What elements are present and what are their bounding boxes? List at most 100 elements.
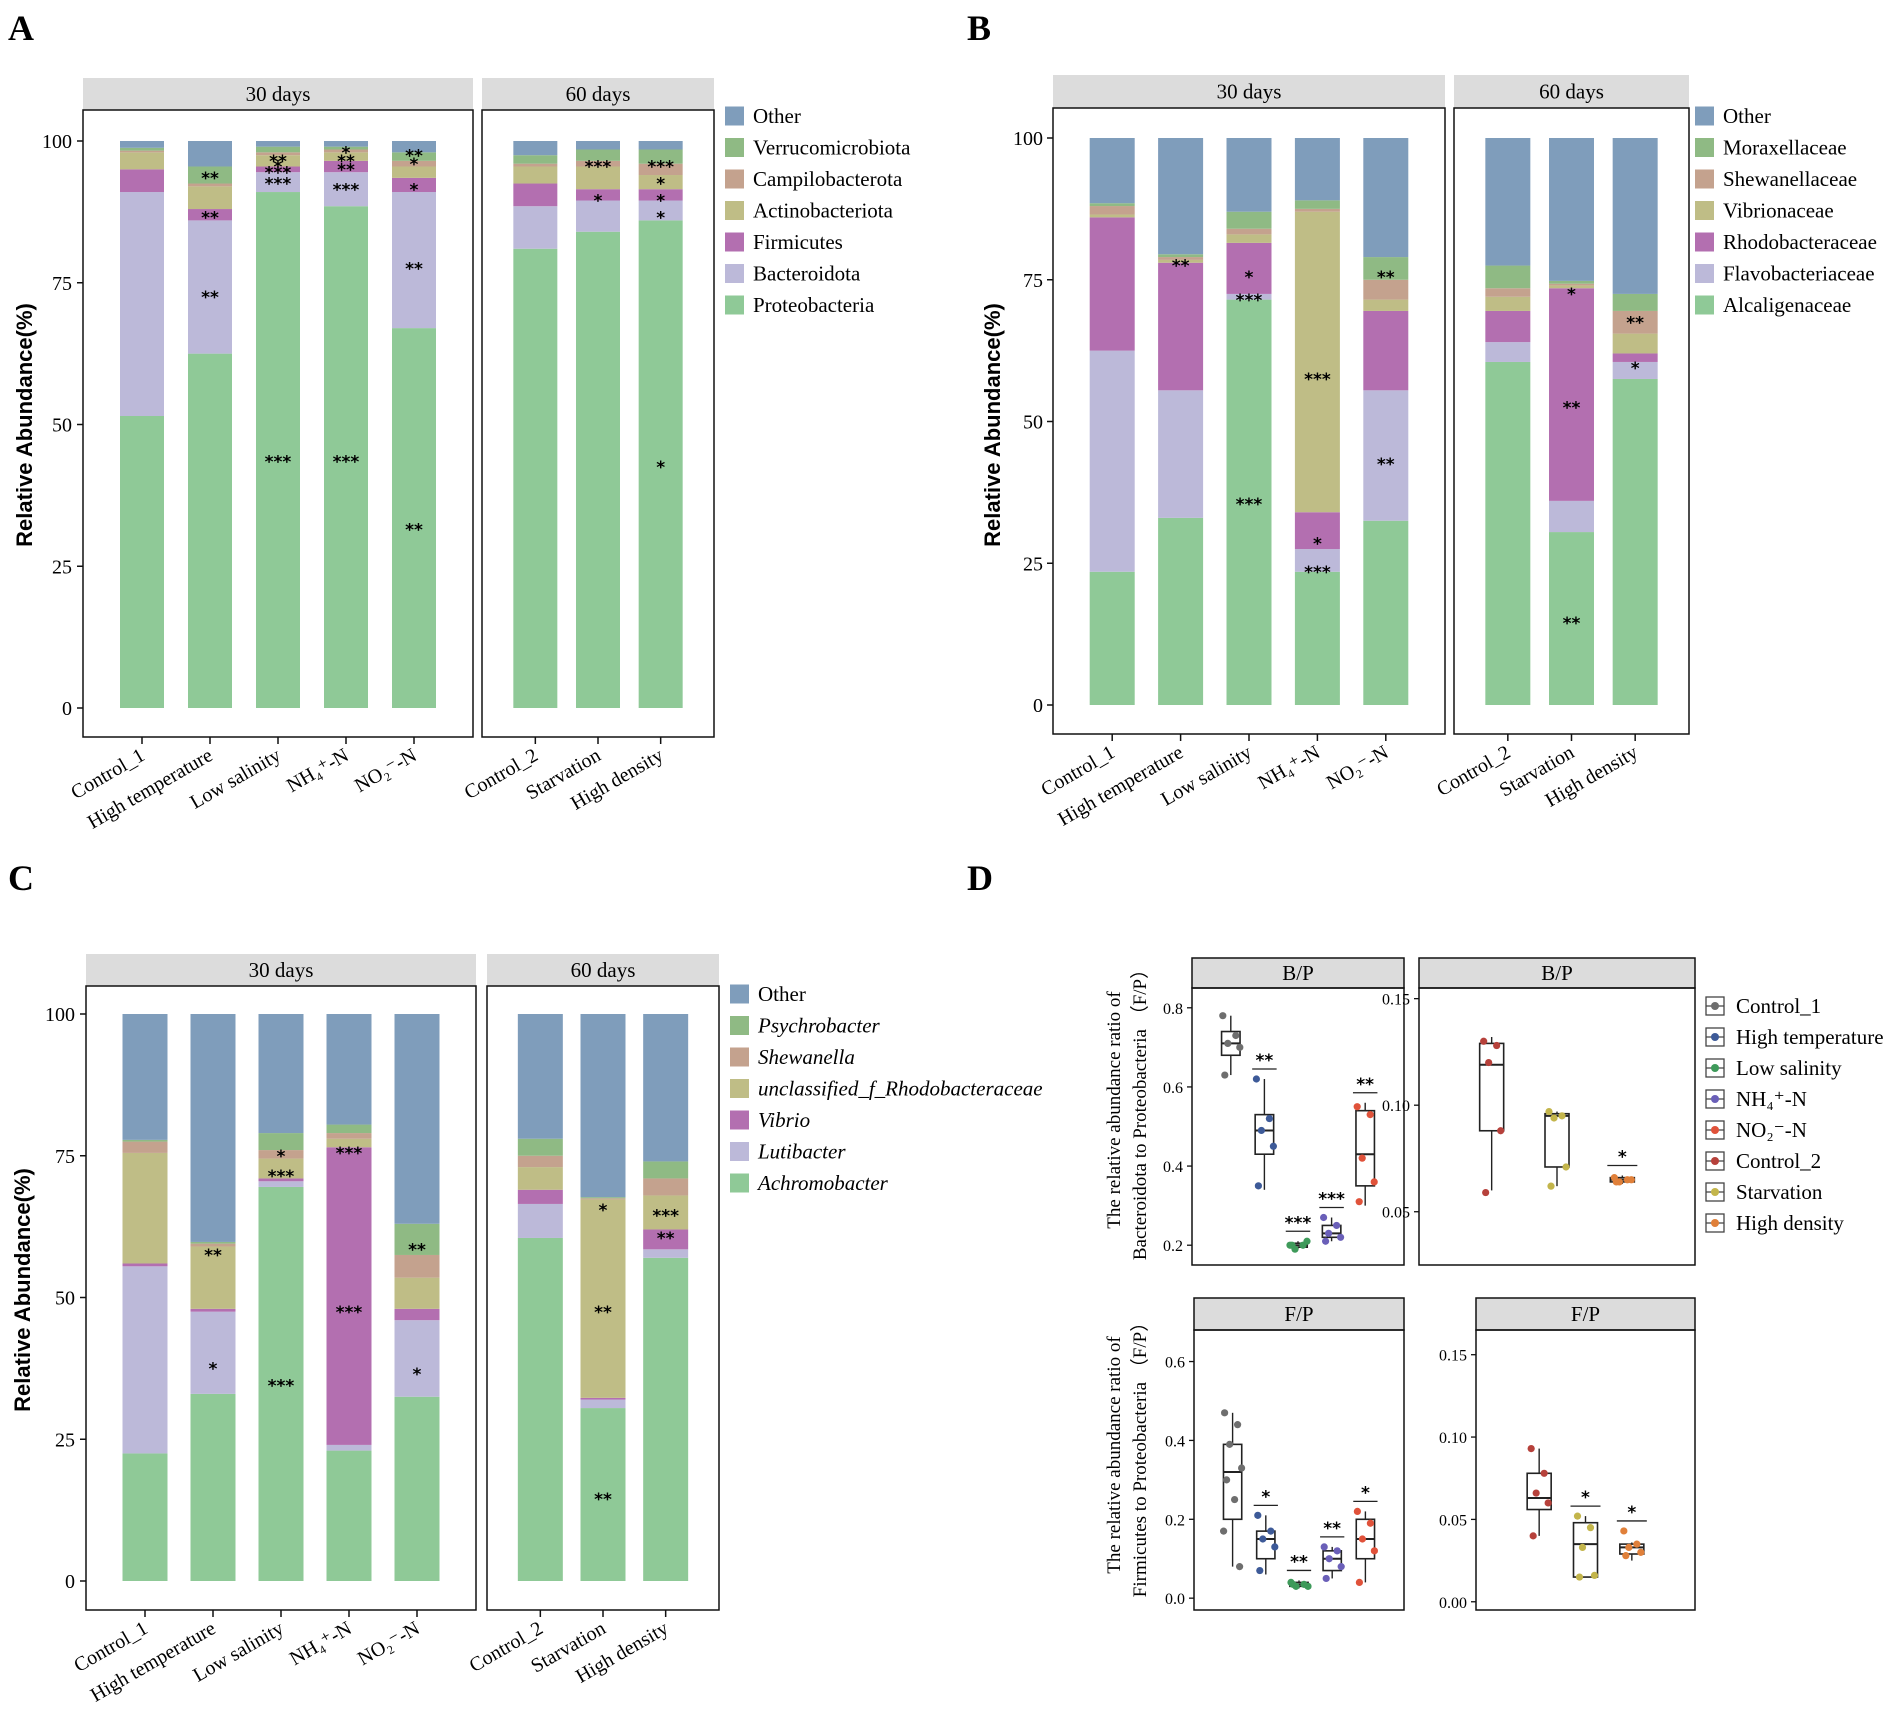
panel-a-y-tick-label-100: 100 [42,131,72,153]
panel-d-sub2-group-1-point-3 [1485,1058,1493,1067]
panel-c-significance-3: * [277,1147,286,1167]
panel-b-legend-label-rhodobacteraceae: Rhodobacteraceae [1723,230,1877,254]
panel-a-bar-4-other [324,141,368,147]
panel-b-bar-3-alcaligenaceae [1226,299,1272,705]
panel-letter-a: A [8,8,34,48]
panel-d-sub1-group-1-point-5 [1221,1071,1229,1079]
panel-a-bar-2-actinobacteriota [188,186,232,210]
panel-a-y-tick-label-0: 0 [62,698,72,720]
panel-c-legend-swatch-lutibacter [730,1142,749,1161]
panel-d-sub2-group-2-point-4 [1562,1163,1570,1171]
panel-a-bar-5-other [392,141,436,153]
panel-d-sub1-group-4-point-2 [1333,1221,1341,1230]
panel-d-y-axis-label-bottom-line-2: Firmicutes to Proteobacteria （F/P） [1129,1313,1151,1597]
panel-a-significance-4: ** [269,152,287,172]
panel-b-significance-13: ** [1626,313,1644,333]
panel-d-sub3-group-3-point-5 [1289,1580,1297,1588]
panel-c-bar-3-unclassified-f-rhodobacteraceae [258,1158,304,1179]
panel-a-bar-4-bacteroidota [324,172,368,207]
panel-b-bar-2-flavobacteriaceae [1158,390,1204,518]
panel-d-sub2-group-2-box [1544,1112,1570,1168]
panel-d-y-tick-label-4-3: 0.10 [1439,1430,1467,1447]
panel-a-bar-1-campilobacterota [120,150,164,153]
panel-d-sub1-group-1-point-2 [1232,1031,1240,1040]
panel-c-legend-label-achromobacter: Achromobacter [756,1171,889,1195]
panel-b-significance-9: ** [1377,455,1395,475]
panel-d-sub2-group-3-point-5 [1612,1178,1620,1186]
panel-b-legend-label-moraxellaceae: Moraxellaceae [1723,136,1847,160]
panel-d-sub1-group-5-point-1 [1353,1103,1361,1111]
panel-d-sub3-group-5-point-1 [1353,1507,1361,1516]
panel-c-y-tick-label-0: 0 [65,1571,75,1593]
panel-d-sub1-group-2-box [1254,1113,1275,1155]
panel-d-legend-key-nh-n [1705,1089,1725,1109]
panel-c-bar-6-shewanella [517,1155,563,1168]
panel-d-sub3-group-1-point-5 [1223,1476,1231,1484]
panel-d-sub3-group-5-point-5 [1355,1578,1363,1586]
panel-a-legend-swatch-firmicutes [725,232,744,252]
panel-d-legend-label-high-temperature: High temperature [1736,1025,1884,1049]
panel-a-bar-5-campilobacterota [392,160,436,167]
panel-c-significance-13: *** [652,1206,679,1226]
panel-d-y-tick-label-1-2: 0.4 [1163,1159,1183,1176]
panel-a-bar-2-firmicutes [188,209,232,221]
panel-a-legend-swatch-verrucomicrobiota [725,138,744,157]
panel-a-bar-5-proteobacteria [392,328,436,708]
panel-c-bar-8-psychrobacter [643,1161,689,1179]
panel-b-bar-5-flavobacteriaceae [1363,390,1409,521]
panel-b-bar-6-shewanellaceae [1485,288,1531,297]
panel-b-facet-strip-1 [1053,75,1445,108]
panel-d-y-tick-label-4-2: 0.05 [1439,1512,1467,1529]
panel-c-bar-3-psychrobacter [258,1133,304,1151]
panel-c-bar-6-other [517,1014,563,1139]
panel-c-bar-6-psychrobacter [517,1138,563,1156]
panel-c-legend-swatch-psychrobacter [730,1016,749,1035]
panel-d-y-tick-label-2-2: 0.10 [1382,1098,1410,1115]
panel-a-significance-16: * [410,180,419,200]
panel-c-bar-2-unclassified-f-rhodobacteraceae [190,1246,236,1309]
panel-d-legend-key-high-density [1705,1213,1725,1233]
panel-d-legend-dot-low-salinity [1711,1064,1719,1072]
panel-d-sub1-group-5-box [1355,1109,1376,1187]
panel-d-sub3-group-5-point-3 [1358,1535,1366,1543]
panel-b-y-tick-label-25: 25 [1023,553,1043,575]
panel-b-significance-7: *** [1304,563,1331,583]
panel-c-bar-3-vibrio [258,1178,304,1182]
panel-c-bar-2-psychrobacter [190,1241,236,1244]
panel-a-bar-2-proteobacteria [188,353,232,708]
panel-b-bar-5-shewanellaceae [1363,279,1409,300]
panel-d-sub2-group-1-point-2 [1493,1041,1501,1050]
panel-d-y-tick-label-1-1: 0.2 [1163,1238,1183,1255]
panel-b-bar-6-alcaligenaceae [1485,361,1531,705]
panel-a-bar-7-campilobacterota [576,160,620,167]
panel-a-bar-7-verrucomicrobiota [576,149,620,161]
panel-a-facet-label-2: 60 days [566,82,631,106]
panel-c-bar-4-unclassified-f-rhodobacteraceae [326,1138,372,1148]
panel-c-bar-1-other [122,1014,168,1140]
panel-d-sub3-group-4-point-3 [1325,1555,1333,1563]
panel-a-significance-22: * [656,175,665,195]
panel-d-strip-label-3: F/P [1284,1302,1313,1326]
panel-c-significance-8: ** [408,1240,426,1260]
panel-a-bar-2-verrucomicrobiota [188,166,232,184]
panel-b-bar-8-flavobacteriaceae [1612,361,1658,379]
panel-d-legend-key-control-2 [1705,1151,1725,1171]
panel-d-y-tick-label-1-3: 0.6 [1163,1080,1183,1097]
panel-b-bar-3-other [1226,138,1272,212]
panel-b-significance-5: *** [1304,370,1331,390]
panel-c-significance-9: * [413,1365,422,1385]
panel-d-legend-label-control-2: Control_2 [1736,1149,1821,1173]
panel-d-y-tick-label-3-1: 0.0 [1165,1591,1185,1608]
panel-b-bar-5-rhodobacteraceae [1363,310,1409,391]
panel-c-legend-label-other: Other [758,982,806,1006]
panel-b-bar-8-rhodobacteraceae [1612,353,1658,362]
panel-d-y-tick-label-2-1: 0.05 [1382,1205,1410,1222]
panel-b-legend-swatch-flavobacteriaceae [1695,264,1714,283]
panel-d-sub2-group-2-point-2 [1558,1112,1566,1120]
panel-b-bar-6-flavobacteriaceae [1485,342,1531,362]
panel-d-strip-label-4: F/P [1571,1302,1600,1326]
panel-a-significance-11: ** [337,161,355,181]
panel-c-legend-swatch-shewanella [730,1047,749,1067]
panel-b-bar-5-alcaligenaceae [1363,520,1409,705]
